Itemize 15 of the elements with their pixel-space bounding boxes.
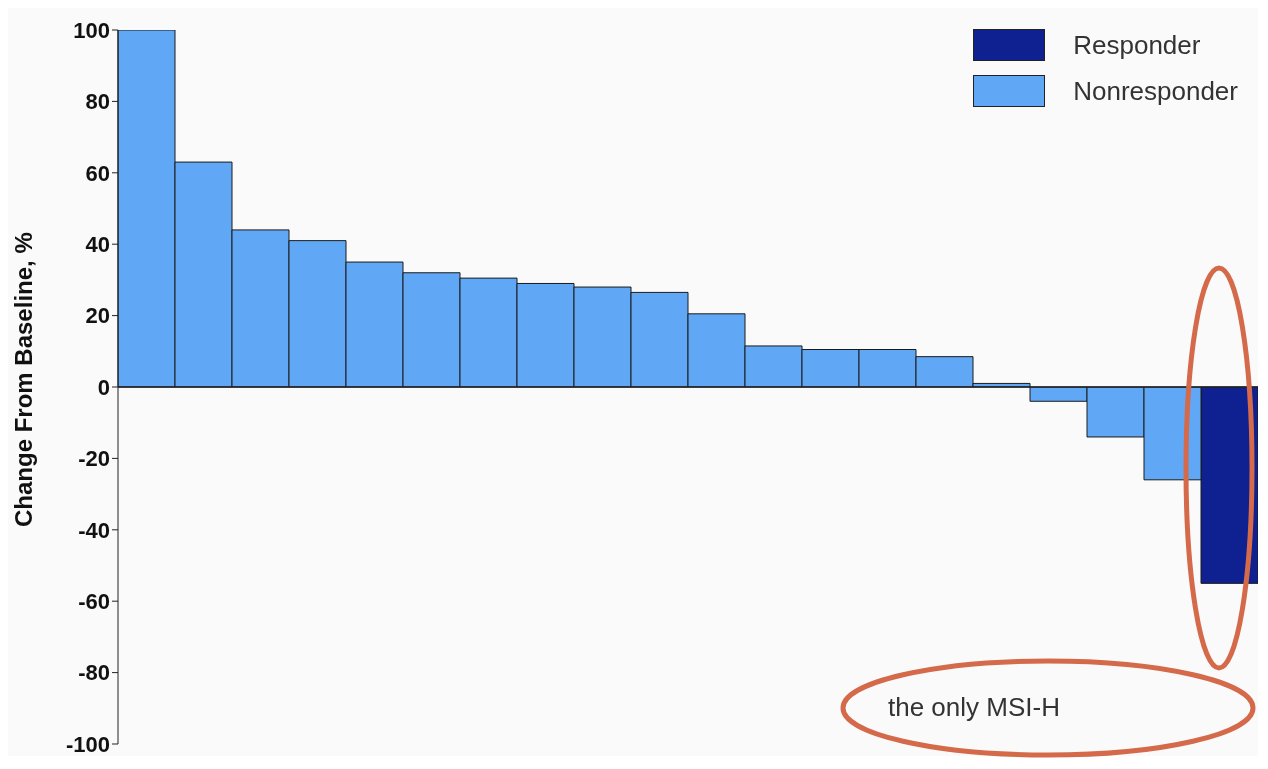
- annotation: the only MSI-H: [888, 692, 1060, 723]
- y-tick-label: -60: [78, 589, 110, 615]
- legend-label: Responder: [1073, 29, 1201, 61]
- y-tick-label: 0: [97, 374, 110, 400]
- y-tick-label: 100: [73, 17, 110, 43]
- y-tick-label: -80: [78, 660, 110, 686]
- legend-label: Nonresponder: [1073, 75, 1238, 107]
- y-tick-label: -40: [78, 517, 110, 543]
- y-axis-title: Change From Baseline, %: [9, 232, 37, 527]
- y-tick-label: 60: [85, 160, 110, 186]
- y-tick-label: -100: [65, 731, 110, 757]
- y-tick-label: 80: [85, 89, 110, 115]
- y-tick-label: -20: [78, 446, 110, 472]
- y-tick-label: 20: [85, 303, 110, 329]
- y-tick-label: 40: [85, 232, 110, 258]
